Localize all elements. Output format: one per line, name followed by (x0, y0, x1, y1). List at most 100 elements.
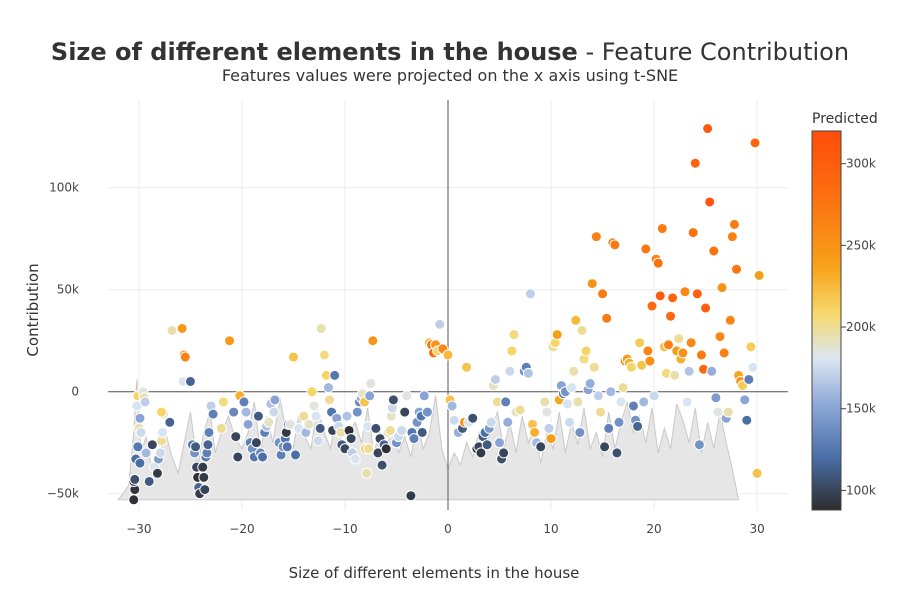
scatter-point[interactable] (361, 467, 373, 479)
scatter-point[interactable] (506, 345, 518, 357)
scatter-point[interactable] (242, 418, 254, 430)
scatter-point[interactable] (252, 410, 264, 422)
scatter-point[interactable] (448, 414, 460, 426)
scatter-point[interactable] (704, 196, 716, 208)
scatter-point[interactable] (689, 157, 701, 169)
scatter-point[interactable] (157, 426, 169, 438)
scatter-point[interactable] (250, 437, 262, 449)
scatter-point[interactable] (312, 435, 324, 447)
scatter-point[interactable] (724, 314, 736, 326)
scatter-point[interactable] (640, 243, 652, 255)
scatter-point[interactable] (485, 416, 497, 428)
scatter-point[interactable] (489, 373, 501, 385)
scatter-point[interactable] (679, 286, 691, 298)
scatter-point[interactable] (662, 339, 674, 351)
scatter-point[interactable] (642, 345, 654, 357)
scatter-point[interactable] (176, 322, 188, 334)
scatter-point[interactable] (599, 441, 611, 453)
scatter-point[interactable] (588, 361, 600, 373)
scatter-point[interactable] (341, 410, 353, 422)
scatter-point[interactable] (691, 288, 703, 300)
scatter-point[interactable] (434, 318, 446, 330)
scatter-point[interactable] (541, 406, 553, 418)
scatter-point[interactable] (303, 418, 315, 430)
scatter-point[interactable] (504, 365, 516, 377)
scatter-point[interactable] (706, 365, 718, 377)
scatter-point[interactable] (586, 278, 598, 290)
scatter-point[interactable] (164, 416, 176, 428)
scatter-point[interactable] (665, 310, 677, 322)
scatter-point[interactable] (634, 337, 646, 349)
scatter-point[interactable] (290, 449, 302, 461)
scatter-point[interactable] (681, 396, 693, 408)
scatter-point[interactable] (611, 447, 623, 459)
scatter-point[interactable] (156, 406, 168, 418)
scatter-point[interactable] (529, 426, 541, 438)
scatter-point[interactable] (135, 426, 147, 438)
scatter-point[interactable] (685, 337, 697, 349)
scatter-point[interactable] (702, 123, 714, 135)
scatter-point[interactable] (726, 231, 738, 243)
scatter-point[interactable] (570, 314, 582, 326)
scatter-point[interactable] (564, 416, 576, 428)
scatter-point[interactable] (151, 467, 163, 479)
scatter-point[interactable] (646, 300, 658, 312)
scatter-point[interactable] (669, 369, 681, 381)
scatter-point[interactable] (728, 218, 740, 230)
scatter-point[interactable] (184, 375, 196, 387)
scatter-point[interactable] (370, 422, 382, 434)
scatter-point[interactable] (238, 396, 250, 408)
scatter-point[interactable] (396, 424, 408, 436)
scatter-point[interactable] (700, 302, 712, 314)
scatter-point[interactable] (592, 390, 604, 402)
scatter-point[interactable] (481, 439, 493, 451)
scatter-point[interactable] (401, 390, 413, 402)
scatter-point[interactable] (693, 439, 705, 451)
scatter-point[interactable] (751, 467, 763, 479)
scatter-point[interactable] (500, 396, 512, 408)
scatter-point[interactable] (475, 447, 487, 459)
scatter-point[interactable] (134, 457, 146, 469)
scatter-point[interactable] (329, 369, 341, 381)
scatter-point[interactable] (543, 422, 555, 434)
scatter-point[interactable] (380, 443, 392, 455)
scatter-point[interactable] (677, 347, 689, 359)
scatter-point[interactable] (240, 406, 252, 418)
scatter-point[interactable] (603, 422, 615, 434)
scatter-point[interactable] (364, 390, 376, 402)
scatter-point[interactable] (551, 329, 563, 341)
scatter-point[interactable] (683, 365, 695, 377)
scatter-point[interactable] (644, 355, 656, 367)
scatter-point[interactable] (146, 439, 158, 451)
scatter-point[interactable] (217, 396, 229, 408)
scatter-point[interactable] (568, 365, 580, 377)
scatter-point[interactable] (656, 223, 668, 235)
scatter-point[interactable] (687, 227, 699, 239)
scatter-point[interactable] (609, 239, 621, 251)
scatter-point[interactable] (708, 245, 720, 257)
scatter-point[interactable] (134, 412, 146, 424)
scatter-point[interactable] (572, 396, 584, 408)
scatter-point[interactable] (535, 441, 547, 453)
scatter-point[interactable] (652, 257, 664, 269)
scatter-point[interactable] (615, 396, 627, 408)
scatter-point[interactable] (230, 431, 242, 443)
scatter-point[interactable] (605, 386, 617, 398)
scatter-point[interactable] (632, 420, 644, 432)
scatter-point[interactable] (522, 367, 534, 379)
scatter-point[interactable] (287, 351, 299, 363)
scatter-point[interactable] (155, 447, 167, 459)
scatter-point[interactable] (508, 329, 520, 341)
scatter-point[interactable] (576, 324, 588, 336)
scatter-point[interactable] (345, 433, 357, 445)
scatter-point[interactable] (228, 406, 240, 418)
scatter-point[interactable] (749, 137, 761, 149)
scatter-point[interactable] (710, 392, 722, 404)
scatter-point[interactable] (580, 345, 592, 357)
scatter-point[interactable] (416, 426, 428, 438)
scatter-point[interactable] (351, 406, 363, 418)
scatter-point[interactable] (215, 422, 227, 434)
scatter-point[interactable] (461, 361, 473, 373)
scatter-point[interactable] (318, 349, 330, 361)
scatter-point[interactable] (654, 290, 666, 302)
